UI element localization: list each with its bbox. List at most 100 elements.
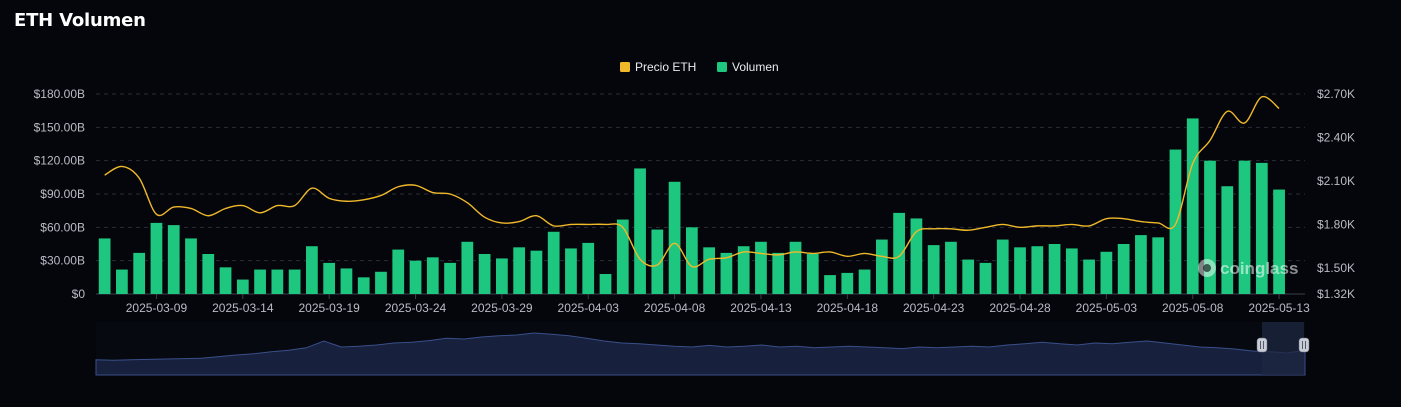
legend[interactable]: Precio ETH Volumen [620, 60, 779, 74]
right-y-axis: $1.32K $1.50K $1.80K $2.10K $2.40K $2.70K [1317, 87, 1355, 301]
volume-bar [461, 241, 474, 294]
x-axis-tick-label: 2025-04-18 [817, 301, 879, 315]
volume-bar [616, 219, 629, 294]
volume-bar [875, 239, 888, 294]
volume-bar [979, 262, 992, 294]
volume-bar [133, 252, 146, 294]
volume-bar [927, 245, 940, 294]
x-axis-tick-label: 2025-03-29 [471, 301, 533, 315]
x-axis-tick-label: 2025-04-28 [989, 301, 1051, 315]
x-axis-tick-label: 2025-05-13 [1248, 301, 1310, 315]
coinglass-watermark: coinglass [1198, 259, 1298, 278]
volume-bar [893, 212, 905, 294]
x-axis-tick-label: 2025-03-14 [212, 301, 274, 315]
x-axis-tick-label: 2025-05-03 [1076, 301, 1138, 315]
volume-bar [962, 259, 975, 294]
range-navigator[interactable] [95, 322, 1310, 376]
volume-bar [392, 249, 405, 294]
volume-bar [1117, 244, 1130, 294]
navigator-area [95, 332, 1306, 376]
volume-bar [547, 231, 560, 294]
volume-bar [772, 252, 785, 294]
x-axis-tick-label: 2025-04-23 [903, 301, 965, 315]
volume-bar [288, 269, 301, 294]
volume-bar [444, 262, 456, 294]
volume-bar [1135, 235, 1147, 294]
volume-bar [357, 277, 370, 294]
volume-bar [599, 274, 612, 294]
volume-bar [219, 267, 232, 294]
volume-bar [98, 238, 111, 294]
volume-bar [1065, 248, 1078, 294]
volume-bar [1221, 186, 1234, 294]
left-axis-tick-label: $0 [72, 287, 86, 301]
volume-bar [150, 222, 163, 294]
volume-bar [1169, 149, 1182, 294]
x-axis: 2025-03-09 2025-03-14 2025-03-19 2025-03-24… [126, 294, 1310, 315]
volume-bar [1238, 160, 1251, 294]
volume-bar [1186, 118, 1199, 294]
volume-bar [323, 262, 336, 294]
volume-bar [737, 246, 750, 294]
volume-bar [1152, 237, 1165, 294]
navigator-handle[interactable] [1298, 337, 1310, 353]
volume-bar [703, 247, 715, 294]
volume-bar [185, 238, 197, 294]
volume-bars [98, 118, 1285, 294]
volume-bar [1204, 160, 1216, 294]
left-axis-tick-label: $90.00B [40, 187, 85, 201]
navigator-selection [1262, 322, 1304, 375]
left-y-axis: $0 $30.00B $60.00B $90.00B $120.00B $150.00B $… [34, 87, 86, 301]
volume-bar [945, 241, 957, 294]
left-axis-tick-label: $120.00B [34, 154, 85, 168]
left-axis-tick-label: $150.00B [34, 120, 85, 134]
navigator-handle[interactable] [1256, 337, 1268, 353]
volume-bar [668, 181, 681, 294]
price-line-layer [104, 95, 1280, 268]
volume-bar [755, 241, 767, 294]
volume-bar [409, 260, 422, 294]
coinglass-logo-icon-center [1203, 264, 1211, 272]
watermark-text: coinglass [1220, 259, 1298, 278]
price-line [104, 95, 1280, 268]
left-axis-tick-label: $30.00B [40, 254, 85, 268]
volume-bar [789, 241, 802, 294]
legend-item-label: Volumen [732, 60, 779, 74]
x-axis-tick-label: 2025-04-03 [558, 301, 620, 315]
right-axis-tick-label: $2.70K [1317, 87, 1355, 101]
volume-bar [426, 257, 439, 294]
volume-bar [1100, 251, 1113, 294]
volume-bar [858, 269, 871, 294]
right-axis-tick-label: $1.80K [1317, 217, 1355, 231]
volume-bar [202, 254, 215, 294]
volume-bar [496, 258, 508, 294]
right-axis-tick-label: $1.32K [1317, 287, 1355, 301]
volume-bar [910, 218, 923, 294]
x-axis-tick-label: 2025-04-08 [644, 301, 706, 315]
volume-bar [530, 250, 543, 294]
left-axis-tick-label: $60.00B [40, 220, 85, 234]
volume-bar [254, 269, 266, 294]
right-axis-tick-label: $2.40K [1317, 130, 1355, 144]
volume-bar [841, 272, 854, 294]
volume-bar [1014, 247, 1026, 294]
volume-bar [340, 268, 353, 294]
volume-bar [478, 254, 491, 294]
volume-bar [375, 271, 387, 294]
volume-bar [513, 247, 526, 294]
page-title: ETH Volumen [14, 10, 146, 31]
x-axis-tick-label: 2025-04-13 [730, 301, 792, 315]
legend-swatch [620, 62, 630, 72]
x-axis-tick-label: 2025-03-24 [385, 301, 447, 315]
volume-bar [996, 239, 1009, 294]
volume-bar [116, 269, 128, 294]
volume-bar [167, 225, 180, 294]
volume-bar [651, 229, 664, 294]
left-axis-tick-label: $180.00B [34, 87, 85, 101]
volume-bar [582, 242, 595, 294]
volume-bar [1031, 246, 1044, 294]
volume-bar [720, 252, 733, 294]
x-axis-tick-label: 2025-05-08 [1162, 301, 1224, 315]
volume-bar [806, 254, 819, 294]
